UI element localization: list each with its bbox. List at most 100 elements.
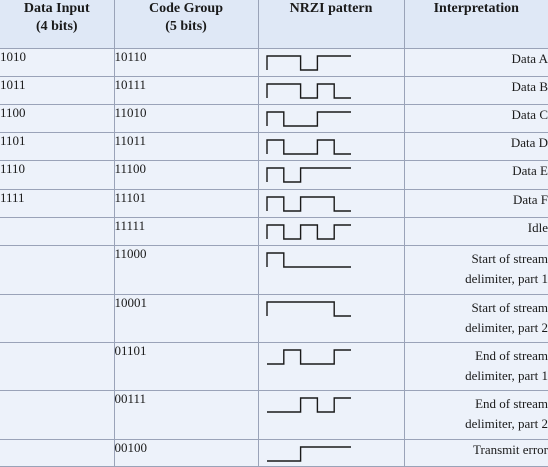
- table-row: 00100 Transmit error: [0, 439, 548, 467]
- table-row: 1010 10110 Data A: [0, 48, 548, 77]
- nrzi-pattern-cell: [258, 104, 405, 134]
- header-interpretation-title: Interpretation: [433, 1, 519, 16]
- header-data-input: Data Input (4 bits): [0, 0, 115, 49]
- nrzi-waveform-icon: [265, 167, 351, 184]
- interpretation-line: Start of stream: [471, 251, 548, 267]
- data-input-cell: 1100: [0, 104, 115, 134]
- table-row: 1110 11100 Data E: [0, 160, 548, 190]
- nrzi-signal-line: [265, 167, 351, 184]
- nrzi-signal-line: [265, 54, 351, 71]
- interpretation-cell: Data C: [404, 104, 548, 134]
- code-group-cell: 11011: [114, 132, 259, 162]
- interpretation-cell: Start of stream delimiter, part 1: [404, 245, 548, 295]
- nrzi-signal-line: [265, 111, 351, 127]
- nrzi-signal-line: [265, 252, 351, 268]
- data-input-cell: [0, 390, 115, 440]
- header-data-input-title: Data Input: [23, 1, 90, 16]
- interpretation-line: End of stream: [475, 396, 548, 412]
- header-code-group-subtitle: (5 bits): [165, 19, 207, 34]
- nrzi-pattern-cell: [258, 217, 405, 247]
- nrzi-waveform-icon: [265, 224, 351, 240]
- nrzi-pattern-cell: [258, 76, 405, 105]
- nrzi-signal-line: [265, 224, 351, 240]
- data-input-cell: [0, 245, 115, 295]
- data-input-cell: [0, 217, 115, 247]
- table-row: 10001 Start of stream delimiter, part 2: [0, 294, 548, 343]
- table-row: 1011 10111 Data B: [0, 76, 548, 105]
- nrzi-signal-line: [265, 83, 351, 99]
- data-input-cell: 1011: [0, 76, 115, 105]
- interpretation-cell: Data B: [404, 76, 548, 105]
- nrzi-signal-line: [265, 195, 351, 212]
- code-group-cell: 11101: [114, 189, 259, 218]
- nrzi-pattern-cell: [258, 342, 405, 392]
- interpretation-line: Data A: [511, 50, 548, 66]
- nrzi-waveform-icon: [266, 349, 351, 365]
- interpretation-line: End of stream: [475, 347, 548, 363]
- nrzi-pattern-cell: [258, 245, 405, 295]
- interpretation-line: Idle: [527, 219, 548, 235]
- nrzi-signal-line: [265, 300, 351, 317]
- code-group-cell: 00100: [114, 439, 259, 467]
- interpretation-line: Data C: [511, 106, 548, 122]
- interpretation-cell: Data E: [404, 160, 548, 190]
- nrzi-waveform-icon: [265, 252, 351, 268]
- table-row: 1100 11010 Data C: [0, 104, 548, 134]
- nrzi-signal-line: [266, 446, 351, 462]
- nrzi-pattern-cell: [258, 439, 405, 467]
- data-input-cell: [0, 294, 115, 343]
- table-body: 1010 10110 Data A 1011 10111 Data B 1100 11010 D…: [0, 48, 548, 467]
- code-group-cell: 10110: [114, 48, 259, 77]
- interpretation-line: Start of stream: [471, 299, 548, 315]
- nrzi-waveform-icon: [265, 300, 351, 317]
- interpretation-line: Data B: [511, 78, 548, 94]
- nrzi-waveform-icon: [266, 397, 351, 414]
- interpretation-line: delimiter, part 2: [465, 416, 548, 432]
- code-group-cell: 10001: [114, 294, 259, 343]
- data-input-cell: [0, 342, 115, 392]
- code-group-cell: 00111: [114, 390, 259, 440]
- nrzi-waveform-icon: [266, 446, 351, 462]
- header-interpretation: Interpretation: [404, 0, 548, 49]
- table-row: 00111 End of stream delimiter, part 2: [0, 390, 548, 440]
- table-row: 1111 11101 Data F: [0, 189, 548, 218]
- nrzi-pattern-cell: [258, 160, 405, 190]
- code-group-cell: 11100: [114, 160, 259, 190]
- code-group-cell: 11111: [114, 217, 259, 247]
- data-input-cell: 1101: [0, 132, 115, 162]
- nrzi-pattern-cell: [258, 294, 405, 343]
- data-input-cell: 1111: [0, 189, 115, 218]
- code-group-cell: 01101: [114, 342, 259, 392]
- header-nrzi-title: NRZI pattern: [289, 1, 373, 16]
- table-row: 11000 Start of stream delimiter, part 1: [0, 245, 548, 295]
- interpretation-line: Data E: [512, 163, 548, 179]
- interpretation-cell: End of stream delimiter, part 2: [404, 390, 548, 440]
- interpretation-line: Transmit error: [473, 441, 548, 457]
- interpretation-line: delimiter, part 2: [465, 319, 548, 335]
- code-group-cell: 11010: [114, 104, 259, 134]
- nrzi-signal-line: [266, 349, 351, 365]
- table-row: 1101 11011 Data D: [0, 132, 548, 162]
- header-nrzi-pattern: NRZI pattern: [258, 0, 405, 49]
- interpretation-cell: End of stream delimiter, part 1: [404, 342, 548, 392]
- data-input-cell: 1010: [0, 48, 115, 77]
- interpretation-cell: Transmit error: [404, 439, 548, 467]
- interpretation-line: Data D: [510, 135, 548, 151]
- header-code-group: Code Group (5 bits): [114, 0, 259, 49]
- nrzi-waveform-icon: [265, 83, 351, 99]
- nrzi-pattern-cell: [258, 48, 405, 77]
- interpretation-cell: Data F: [404, 189, 548, 218]
- table-row: 11111 Idle: [0, 217, 548, 247]
- interpretation-line: delimiter, part 1: [465, 271, 548, 287]
- code-group-cell: 10111: [114, 76, 259, 105]
- nrzi-waveform-icon: [265, 195, 351, 212]
- nrzi-signal-line: [265, 139, 351, 155]
- data-input-cell: [0, 439, 115, 467]
- interpretation-cell: Data A: [404, 48, 548, 77]
- nrzi-pattern-cell: [258, 390, 405, 440]
- interpretation-cell: Data D: [404, 132, 548, 162]
- nrzi-pattern-cell: [258, 132, 405, 162]
- table-row: 01101 End of stream delimiter, part 1: [0, 342, 548, 392]
